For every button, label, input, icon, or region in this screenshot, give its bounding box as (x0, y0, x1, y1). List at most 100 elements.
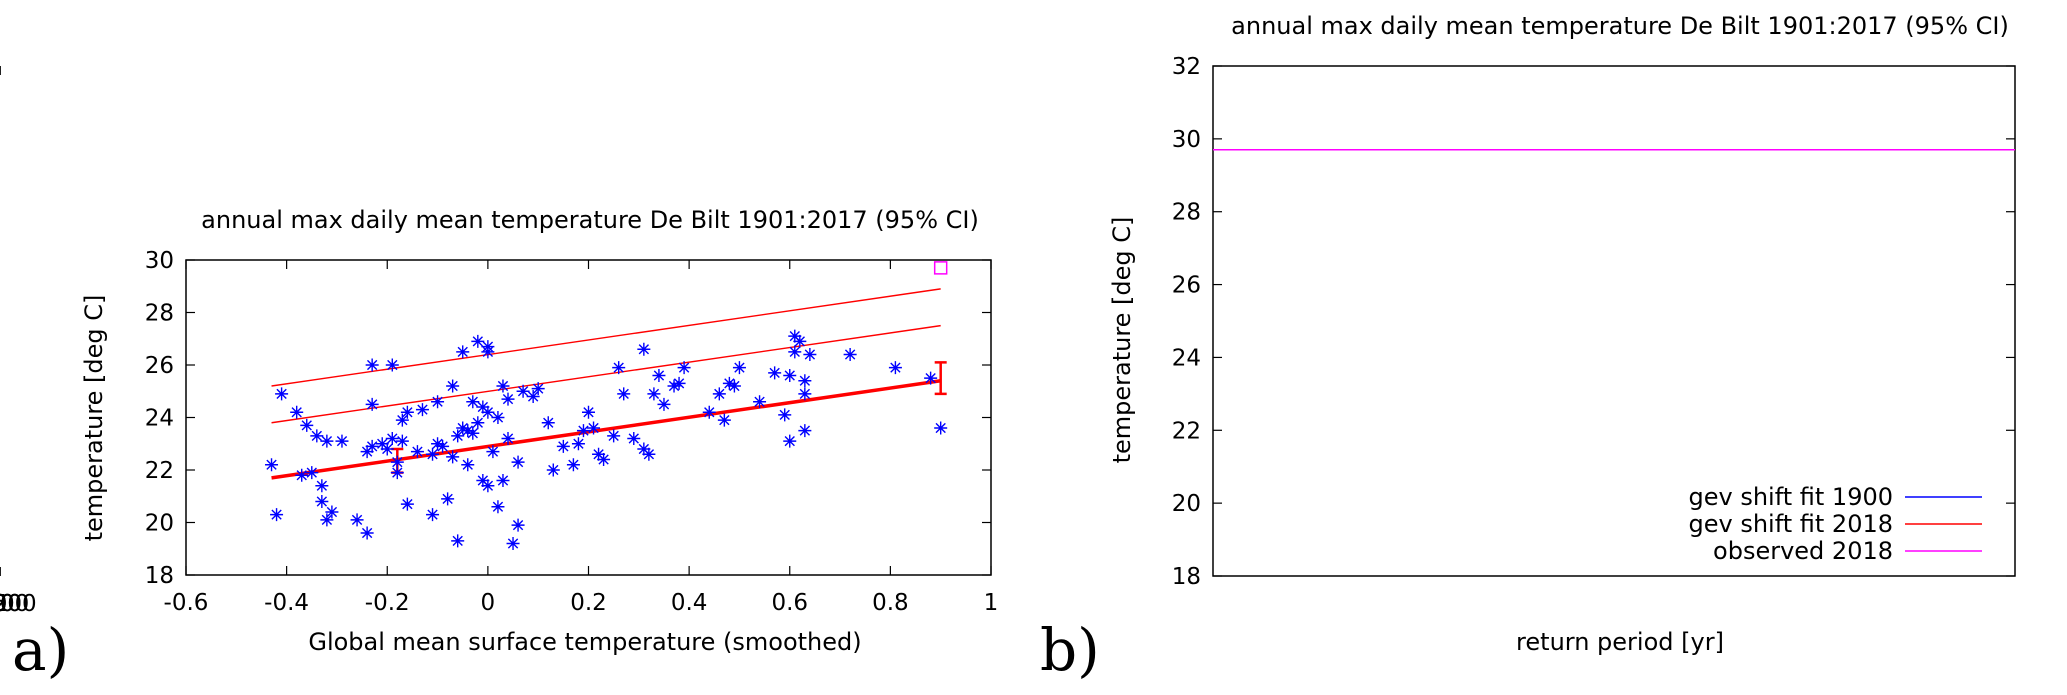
data-point (531, 382, 545, 396)
x-tick-label: 100 (0, 591, 22, 617)
data-point (400, 497, 414, 511)
data-point (456, 421, 470, 435)
data-point (934, 421, 948, 435)
x-tick-label: 1000 (0, 591, 29, 617)
data-point (576, 424, 590, 438)
x-tick-label: -0.2 (365, 590, 410, 616)
data-point (310, 429, 324, 443)
y-tick-label: 30 (1172, 127, 1201, 153)
panel-b-frame (1212, 65, 2016, 577)
data-point (526, 390, 540, 403)
data-point (566, 458, 580, 472)
data-point (365, 358, 379, 372)
x-tick-label: -0.6 (164, 590, 209, 616)
data-point (587, 421, 601, 435)
y-tick-label: 24 (145, 406, 174, 432)
data-point (717, 413, 731, 427)
data-point (365, 439, 379, 453)
data-point (426, 447, 440, 461)
data-point (677, 361, 691, 375)
data-point (426, 508, 440, 522)
data-point (481, 340, 495, 354)
data-point (888, 361, 902, 375)
data-point (732, 361, 746, 375)
data-point (265, 458, 279, 472)
data-point (451, 429, 465, 443)
data-point (592, 447, 606, 461)
x-tick-label: 0.2 (570, 590, 607, 616)
data-point (627, 432, 641, 445)
panel-a-axes: -0.6 -0.4 -0.2 0 0.2 0.4 0.6 0.8 1 18 20 22 24 26 28 30 (145, 248, 999, 616)
data-point (295, 468, 309, 482)
panel-b-title: annual max daily mean temperature De Bil… (1231, 12, 2009, 40)
y-tick-label: 32 (1172, 54, 1201, 80)
y-tick-label: 18 (1172, 564, 1201, 590)
data-point (481, 405, 495, 419)
data-point (305, 466, 319, 480)
data-point (451, 534, 465, 548)
panel-b-axes: 25101001000100001820222426283032 (0, 54, 2015, 617)
x-tick-label: 10 (0, 591, 15, 617)
data-point (647, 387, 661, 401)
y-tick-label: 28 (1172, 200, 1201, 226)
data-point (476, 400, 490, 414)
data-point (597, 453, 611, 466)
data-point (496, 379, 510, 393)
y-tick-label: 20 (145, 511, 174, 537)
data-point (753, 395, 767, 409)
data-point (712, 387, 726, 401)
data-point (270, 508, 284, 522)
data-point (335, 434, 349, 448)
data-point (360, 445, 374, 459)
data-point (300, 418, 314, 432)
y-tick-label: 20 (1172, 491, 1201, 517)
x-tick-label: 1 (984, 590, 999, 616)
data-point (466, 426, 480, 440)
data-point (431, 395, 445, 409)
data-point (456, 345, 470, 359)
y-tick-label: 28 (145, 301, 174, 327)
data-point (431, 437, 445, 451)
data-point (385, 358, 399, 372)
data-point (843, 348, 857, 361)
panel-a-points (265, 261, 948, 550)
data-point (637, 442, 651, 456)
panel-a-xlabel: Global mean surface temperature (smoothe… (308, 628, 861, 656)
x-tick-label: 0.4 (671, 590, 708, 616)
legend-label: gev shift fit 1900 (1688, 483, 1893, 511)
data-point (461, 458, 475, 472)
x-tick-label: 0 (481, 590, 496, 616)
data-point (481, 479, 495, 493)
data-point (617, 387, 631, 401)
data-point (320, 434, 334, 448)
error-bar (934, 361, 947, 396)
x-tick-label: 0.6 (771, 590, 808, 616)
data-point (390, 466, 404, 480)
legend-label: observed 2018 (1713, 537, 1893, 565)
data-point (410, 445, 424, 459)
data-point (798, 387, 812, 401)
data-point (290, 405, 304, 419)
data-point (385, 432, 399, 445)
y-tick-label: 22 (145, 458, 174, 484)
panel-a-ylabel: temperature [deg C] (80, 295, 108, 542)
fit-line-central (271, 379, 941, 480)
data-point (471, 334, 485, 348)
panel-a-letter: a) (12, 616, 69, 684)
data-point (491, 411, 505, 424)
panel-a: a) annual max daily mean temperature De … (12, 206, 998, 684)
data-point (275, 387, 289, 401)
data-point (375, 437, 389, 451)
data-point (607, 429, 621, 443)
data-point (476, 474, 490, 487)
panel-b-xlabel: return period [yr] (1516, 628, 1724, 656)
data-point (315, 479, 329, 493)
panel-a-title: annual max daily mean temperature De Bil… (201, 206, 979, 234)
data-point (400, 405, 414, 419)
data-point (582, 405, 595, 419)
panel-b-ylabel: temperature [deg C] (1108, 217, 1136, 464)
data-point (436, 439, 450, 453)
x-tick-label: 2 (0, 591, 7, 617)
data-point (657, 397, 671, 411)
data-point (325, 505, 339, 519)
